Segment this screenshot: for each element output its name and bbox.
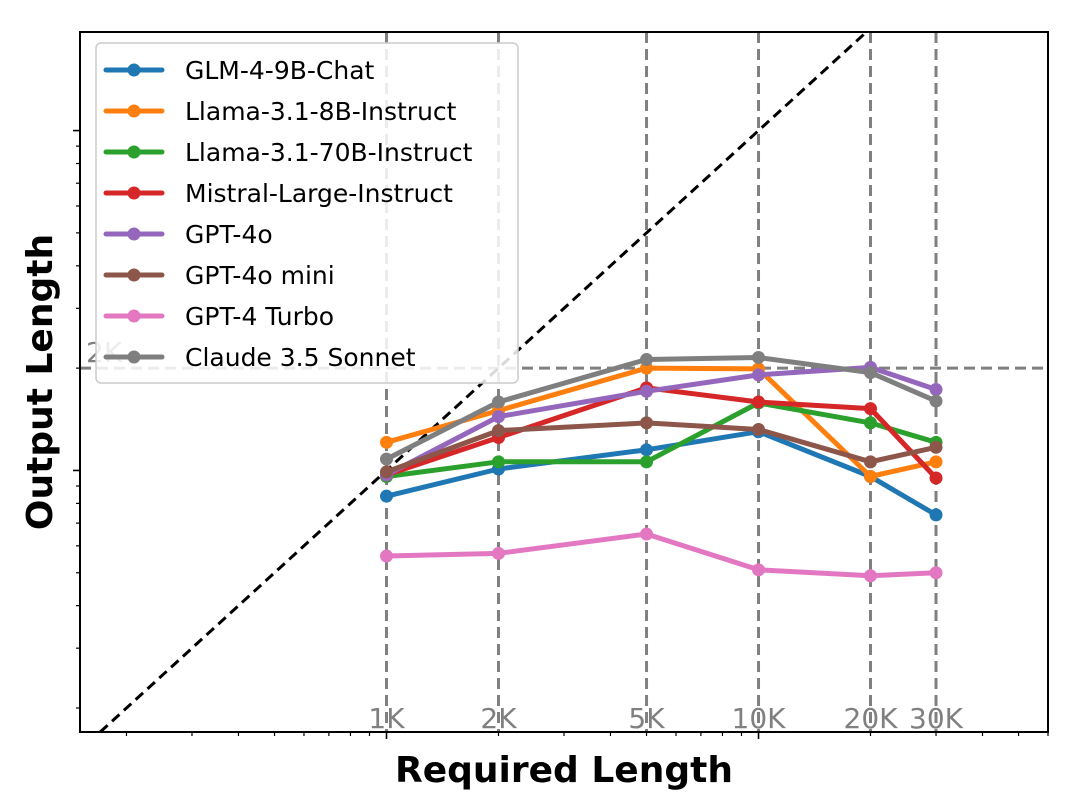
legend-entry-4: GPT-4o — [103, 220, 273, 249]
legend-entry-0: GLM-4-9B-Chat — [103, 56, 375, 85]
vline-label-20K: 20K — [844, 702, 899, 735]
data-point — [380, 452, 394, 466]
data-point — [929, 440, 943, 454]
data-point — [864, 455, 878, 469]
data-point — [752, 350, 766, 364]
data-point — [929, 394, 943, 408]
data-point — [380, 489, 394, 503]
legend-label: Llama-3.1-8B-Instruct — [185, 97, 457, 126]
legend-swatch-marker — [127, 268, 141, 282]
data-point — [640, 384, 654, 398]
legend-entry-6: GPT-4 Turbo — [103, 302, 334, 331]
legend: GLM-4-9B-Chat Llama-3.1-8B-Instruct Llama-… — [95, 42, 519, 384]
legend-label: GPT-4o mini — [185, 261, 335, 290]
series-7 — [380, 350, 943, 466]
vline-label-1K: 1K — [368, 702, 405, 735]
data-point — [640, 527, 654, 541]
x-axis-title: Required Length — [395, 750, 733, 791]
data-point — [491, 410, 505, 424]
legend-label: Claude 3.5 Sonnet — [185, 343, 416, 372]
series-3 — [380, 381, 943, 485]
series-line-0 — [384, 429, 939, 518]
series-6 — [380, 527, 943, 583]
data-point — [929, 508, 943, 522]
legend-label: Llama-3.1-70B-Instruct — [185, 138, 473, 167]
series-line-5 — [384, 420, 939, 475]
legend-label: GPT-4o — [185, 220, 273, 249]
data-point — [491, 455, 505, 469]
series-line-6 — [384, 531, 939, 579]
series-layer — [380, 350, 943, 583]
legend-swatch-marker — [127, 309, 141, 323]
series-5 — [380, 416, 943, 479]
legend-label: GPT-4 Turbo — [185, 302, 334, 331]
axis-ticks — [73, 129, 1049, 739]
series-0 — [380, 425, 943, 522]
data-point — [864, 416, 878, 430]
data-point — [380, 549, 394, 563]
legend-entry-2: Llama-3.1-70B-Instruct — [103, 138, 473, 167]
data-point — [752, 395, 766, 409]
data-point — [929, 383, 943, 397]
legend-box — [95, 42, 519, 384]
data-point — [640, 416, 654, 430]
data-point — [864, 569, 878, 583]
data-point — [380, 435, 394, 449]
vline-label-10K: 10K — [732, 702, 787, 735]
legend-entry-7: Claude 3.5 Sonnet — [103, 343, 416, 372]
data-point — [929, 566, 943, 580]
legend-entry-5: GPT-4o mini — [103, 261, 335, 290]
vline-label-5K: 5K — [628, 702, 665, 735]
vline-label-2K: 2K — [480, 702, 517, 735]
legend-swatch-marker — [127, 350, 141, 364]
vline-label-30K: 30K — [909, 702, 964, 735]
data-point — [929, 455, 943, 469]
legend-label: GLM-4-9B-Chat — [185, 56, 375, 85]
series-line-3 — [384, 385, 939, 481]
data-point — [752, 422, 766, 436]
data-point — [640, 443, 654, 457]
legend-swatch-marker — [127, 227, 141, 241]
legend-swatch-marker — [127, 145, 141, 159]
data-point — [640, 455, 654, 469]
legend-entry-1: Llama-3.1-8B-Instruct — [103, 97, 457, 126]
legend-label: Mistral-Large-Instruct — [185, 179, 453, 208]
legend-swatch-marker — [127, 63, 141, 77]
y-axis-title: Output Length — [20, 234, 61, 530]
data-point — [380, 465, 394, 479]
data-point — [640, 353, 654, 367]
legend-swatch-marker — [127, 186, 141, 200]
series-line-7 — [384, 355, 939, 462]
series-line-1 — [384, 365, 939, 479]
legend-swatch-marker — [127, 104, 141, 118]
data-point — [864, 402, 878, 416]
data-point — [929, 471, 943, 485]
data-point — [491, 424, 505, 438]
series-line-4 — [384, 364, 939, 478]
data-point — [491, 546, 505, 560]
data-point — [752, 563, 766, 577]
data-point — [752, 368, 766, 382]
legend-entry-3: Mistral-Large-Instruct — [103, 179, 453, 208]
data-point — [864, 469, 878, 483]
series-line-2 — [384, 400, 939, 479]
data-point — [491, 395, 505, 409]
data-point — [864, 366, 878, 380]
